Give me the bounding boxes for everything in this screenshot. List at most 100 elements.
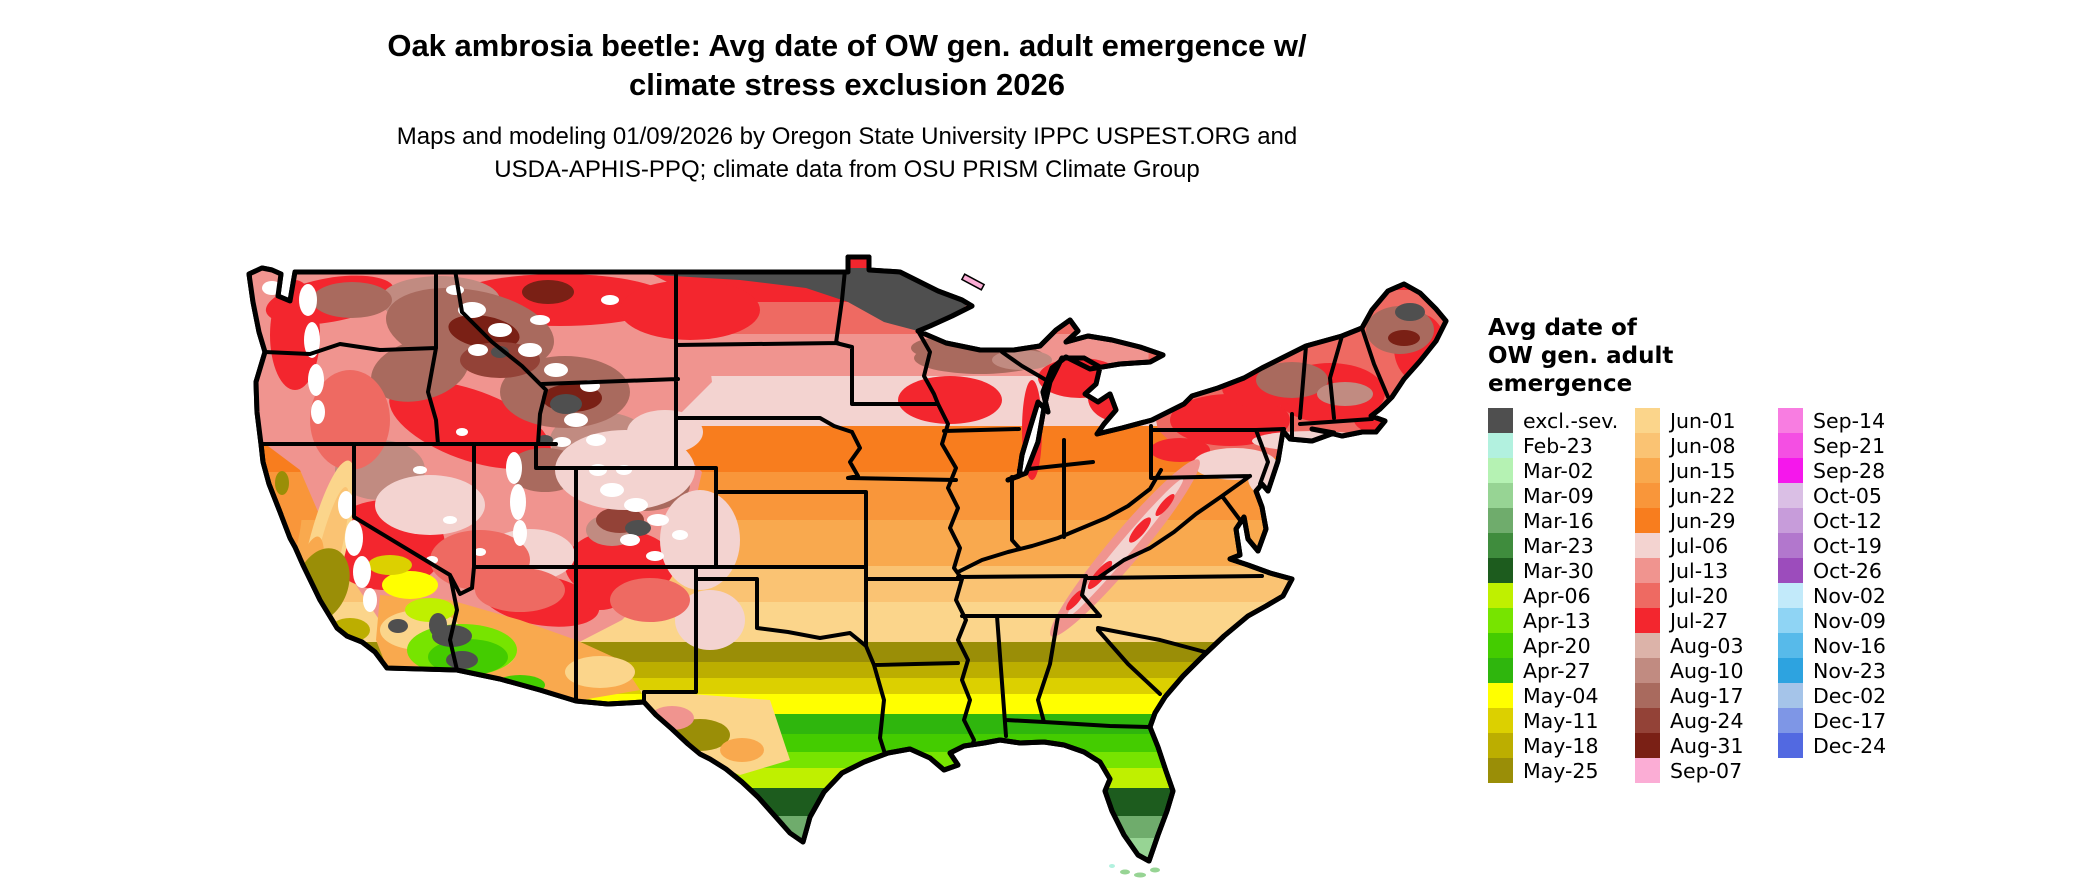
- subtitle-line-1: Maps and modeling 01/09/2026 by Oregon S…: [396, 123, 1298, 150]
- legend-entry: Jul-13: [1635, 558, 1744, 583]
- legend-entry: Dec-02: [1778, 683, 1886, 708]
- legend-entry: Apr-13: [1488, 608, 1618, 633]
- title-line-1: Oak ambrosia beetle: Avg date of OW gen.…: [387, 28, 1307, 63]
- legend-entry: Aug-03: [1635, 633, 1744, 658]
- legend-label: Mar-09: [1523, 483, 1594, 508]
- legend-entry: Mar-23: [1488, 533, 1618, 558]
- legend-label: Oct-19: [1813, 533, 1882, 558]
- legend-swatch-mar02: [1488, 458, 1513, 483]
- legend-label: Jun-15: [1670, 458, 1736, 483]
- north-excluded-region: [580, 268, 1010, 331]
- legend-swatch-mar09: [1488, 483, 1513, 508]
- legend-title-line-1: Avg date of: [1488, 315, 1637, 341]
- legend-entry: May-18: [1488, 733, 1618, 758]
- legend-column: Jun-01 Jun-08 Jun-15 Jun-22 Jun-29 Jul-06 Jul-…: [1635, 408, 1744, 783]
- legend-label: Apr-20: [1523, 633, 1591, 658]
- legend-title-line-2: OW gen. adult: [1488, 343, 1674, 369]
- florida-keys: [1109, 864, 1160, 878]
- legend-entry: Mar-16: [1488, 508, 1618, 533]
- legend-label: Dec-17: [1813, 708, 1887, 733]
- legend-swatch-oct12: [1778, 508, 1803, 533]
- legend-swatch-oct05: [1778, 483, 1803, 508]
- legend-label: Nov-16: [1813, 633, 1886, 658]
- legend-entry: Sep-21: [1778, 433, 1886, 458]
- legend-entry: Mar-30: [1488, 558, 1618, 583]
- legend-entry: Oct-26: [1778, 558, 1886, 583]
- legend-entry: Nov-16: [1778, 633, 1886, 658]
- legend-swatch-aug17: [1635, 683, 1660, 708]
- legend-swatch-sep07: [1635, 758, 1660, 783]
- legend-entry: Jun-01: [1635, 408, 1744, 433]
- legend-entry: Mar-09: [1488, 483, 1618, 508]
- legend-entry: Apr-27: [1488, 658, 1618, 683]
- legend-entry: Dec-24: [1778, 733, 1886, 758]
- legend-swatch-jun08: [1635, 433, 1660, 458]
- legend-swatch-sep28: [1778, 458, 1803, 483]
- legend-swatch-aug31: [1635, 733, 1660, 758]
- us-outline-stroke: [246, 254, 1449, 864]
- legend-swatch-apr13: [1488, 608, 1513, 633]
- legend-swatch-mar23: [1488, 533, 1513, 558]
- legend-label: Mar-02: [1523, 458, 1594, 483]
- legend-title: Avg date of OW gen. adult emergence: [1488, 314, 1928, 398]
- legend-label: May-11: [1523, 708, 1599, 733]
- legend-label: Mar-23: [1523, 533, 1594, 558]
- legend-label: Jun-22: [1670, 483, 1736, 508]
- legend-entry: Mar-02: [1488, 458, 1618, 483]
- legend-column: excl.-sev. Feb-23 Mar-02 Mar-09 Mar-16 Mar-23…: [1488, 408, 1618, 783]
- legend-label: Nov-02: [1813, 583, 1886, 608]
- west-terrain: [252, 268, 790, 775]
- legend-swatch-dec17: [1778, 708, 1803, 733]
- legend-swatch-oct19: [1778, 533, 1803, 558]
- legend-swatch-sep14: [1778, 408, 1803, 433]
- legend-entry: Jul-06: [1635, 533, 1744, 558]
- legend-entry: Jun-08: [1635, 433, 1744, 458]
- legend-label: Oct-12: [1813, 508, 1882, 533]
- legend-entry: Aug-10: [1635, 658, 1744, 683]
- legend-swatch-dec02: [1778, 683, 1803, 708]
- title-line-2: climate stress exclusion 2026: [629, 67, 1065, 102]
- legend-label: Sep-07: [1670, 758, 1743, 783]
- legend-swatch-nov02: [1778, 583, 1803, 608]
- legend-swatch-may18: [1488, 733, 1513, 758]
- legend-label: Jul-13: [1670, 558, 1729, 583]
- legend: Avg date of OW gen. adult emergence excl…: [1488, 314, 1928, 783]
- legend-entry: Jun-29: [1635, 508, 1744, 533]
- legend-swatch-apr20: [1488, 633, 1513, 658]
- legend-column: Sep-14 Sep-21 Sep-28 Oct-05 Oct-12 Oct-19 Oct-…: [1778, 408, 1886, 758]
- legend-entry: Oct-19: [1778, 533, 1886, 558]
- legend-label: Nov-23: [1813, 658, 1886, 683]
- legend-label: Sep-28: [1813, 458, 1886, 483]
- legend-label: Dec-02: [1813, 683, 1887, 708]
- legend-entry: Oct-05: [1778, 483, 1886, 508]
- legend-swatch-apr27: [1488, 658, 1513, 683]
- legend-label: Jul-20: [1670, 583, 1729, 608]
- legend-label: Aug-03: [1670, 633, 1744, 658]
- legend-swatch-may25: [1488, 758, 1513, 783]
- legend-label: Aug-31: [1670, 733, 1744, 758]
- isle-royale-mark: [960, 273, 986, 291]
- legend-swatch-nov16: [1778, 633, 1803, 658]
- maine-excluded-patch: [1395, 303, 1425, 321]
- legend-swatch-nov09: [1778, 608, 1803, 633]
- legend-entry: May-04: [1488, 683, 1618, 708]
- legend-label: Jun-29: [1670, 508, 1736, 533]
- state-borders: [250, 268, 1390, 759]
- legend-swatch-oct26: [1778, 558, 1803, 583]
- legend-swatch-mar16: [1488, 508, 1513, 533]
- legend-label: Jul-06: [1670, 533, 1729, 558]
- legend-label: Sep-14: [1813, 408, 1886, 433]
- legend-entry: Aug-24: [1635, 708, 1744, 733]
- legend-title-line-3: emergence: [1488, 371, 1633, 397]
- legend-label: Jun-08: [1670, 433, 1736, 458]
- legend-swatch-aug03: [1635, 633, 1660, 658]
- legend-label: May-25: [1523, 758, 1599, 783]
- legend-entry: Apr-20: [1488, 633, 1618, 658]
- legend-entry: Nov-23: [1778, 658, 1886, 683]
- legend-swatch-sep21: [1778, 433, 1803, 458]
- map-subtitle: Maps and modeling 01/09/2026 by Oregon S…: [247, 120, 1447, 186]
- legend-label: May-04: [1523, 683, 1599, 708]
- legend-swatch-jul20: [1635, 583, 1660, 608]
- legend-entry: Jun-22: [1635, 483, 1744, 508]
